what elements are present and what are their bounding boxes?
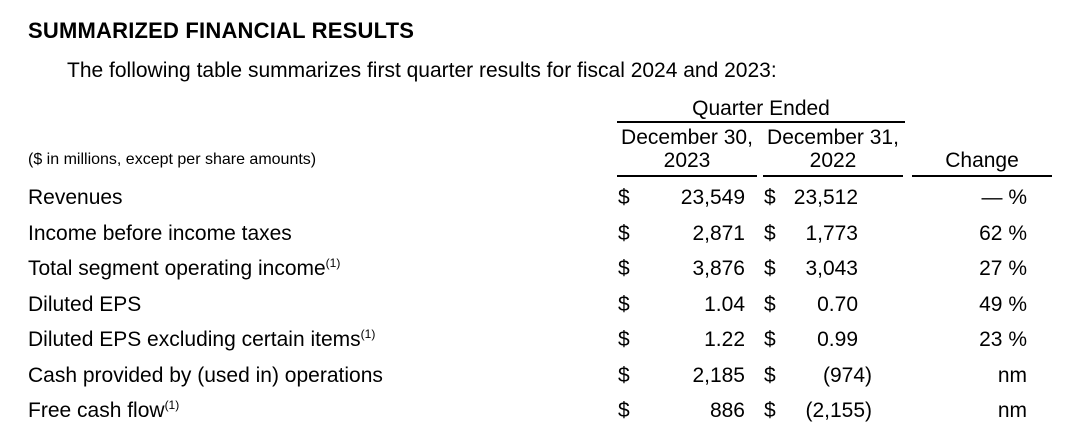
intro-paragraph: The following table summarizes first qua…: [67, 59, 777, 82]
table-row-revenues: Revenues $ 23,549 $ 23,512 — %: [0, 180, 1089, 216]
dollar-sign: $: [764, 399, 776, 422]
table-row-free-cash-flow: Free cash flow(1) $ 886 $ (2,155) nm: [0, 393, 1089, 429]
change-value: nm: [997, 363, 1027, 387]
value-fy2023: (2,155): [805, 399, 872, 422]
value-fy2024: 23,549: [680, 186, 745, 209]
value-fy2023: 3,043: [805, 257, 858, 280]
section-title: SUMMARIZED FINANCIAL RESULTS: [28, 18, 415, 43]
value-fy2023: 0.99: [817, 328, 858, 351]
value-fy2023: 1,773: [805, 221, 858, 245]
value-fy2023: 23,512: [793, 186, 858, 209]
change-value: — %: [981, 186, 1027, 209]
column-header-line2: 2023: [663, 149, 711, 172]
quarter-ended-group-header: Quarter Ended: [692, 97, 830, 120]
column-header-line2: 2022: [809, 149, 857, 172]
units-note: ($ in millions, except per share amounts…: [28, 151, 317, 168]
footnote-ref: (1): [325, 256, 341, 270]
dollar-sign: $: [618, 257, 630, 280]
dollar-sign: $: [618, 221, 630, 245]
row-label: Total segment operating income(1): [28, 256, 341, 280]
value-fy2023: (974): [822, 363, 872, 387]
footnote-ref: (1): [164, 398, 180, 412]
row-label: Cash provided by (used in) operations: [28, 363, 383, 387]
quarter-ended-underline: [617, 121, 905, 123]
column-header-change: Change: [945, 149, 1019, 172]
change-value: 27 %: [979, 257, 1027, 280]
dollar-sign: $: [618, 186, 630, 209]
row-label: Diluted EPS: [28, 292, 142, 316]
change-value: 62 %: [979, 221, 1027, 245]
value-fy2024: 1.22: [704, 328, 745, 351]
value-fy2024: 2,185: [692, 363, 745, 387]
financial-results-table: Revenues $ 23,549 $ 23,512 — % Income be…: [0, 180, 1089, 429]
value-fy2024: 886: [709, 399, 745, 422]
dollar-sign: $: [764, 257, 776, 280]
column-header-line1: December 30,: [621, 126, 753, 149]
dollar-sign: $: [764, 292, 776, 316]
value-fy2024: 2,871: [692, 221, 745, 245]
change-value: nm: [997, 399, 1027, 422]
dollar-sign: $: [764, 328, 776, 351]
dollar-sign: $: [618, 363, 630, 387]
change-value: 23 %: [979, 328, 1027, 351]
dollar-sign: $: [618, 328, 630, 351]
column-underline-change: [912, 175, 1052, 177]
table-row-diluted-eps-excluding-items: Diluted EPS excluding certain items(1) $…: [0, 322, 1089, 358]
table-row-income-before-taxes: Income before income taxes $ 2,871 $ 1,7…: [0, 216, 1089, 252]
column-header-line1: December 31,: [767, 126, 899, 149]
row-label: Income before income taxes: [28, 221, 292, 245]
dollar-sign: $: [764, 221, 776, 245]
row-label: Free cash flow(1): [28, 398, 180, 422]
column-header-dec-31-2022: December 31, 2022: [759, 126, 907, 172]
table-row-cash-operations: Cash provided by (used in) operations $ …: [0, 358, 1089, 394]
value-fy2024: 3,876: [692, 257, 745, 280]
row-label: Revenues: [28, 186, 123, 209]
value-fy2023: 0.70: [817, 292, 858, 316]
dollar-sign: $: [618, 399, 630, 422]
column-underline-2022: [763, 175, 903, 177]
row-label: Diluted EPS excluding certain items(1): [28, 327, 376, 351]
footnote-ref: (1): [360, 327, 376, 341]
change-value: 49 %: [979, 292, 1027, 316]
column-underline-2023: [617, 175, 757, 177]
dollar-sign: $: [764, 363, 776, 387]
table-row-total-segment-operating-income: Total segment operating income(1) $ 3,87…: [0, 251, 1089, 287]
table-row-diluted-eps: Diluted EPS $ 1.04 $ 0.70 49 %: [0, 287, 1089, 323]
value-fy2024: 1.04: [704, 292, 745, 316]
dollar-sign: $: [764, 186, 776, 209]
dollar-sign: $: [618, 292, 630, 316]
column-header-dec-30-2023: December 30, 2023: [613, 126, 761, 172]
